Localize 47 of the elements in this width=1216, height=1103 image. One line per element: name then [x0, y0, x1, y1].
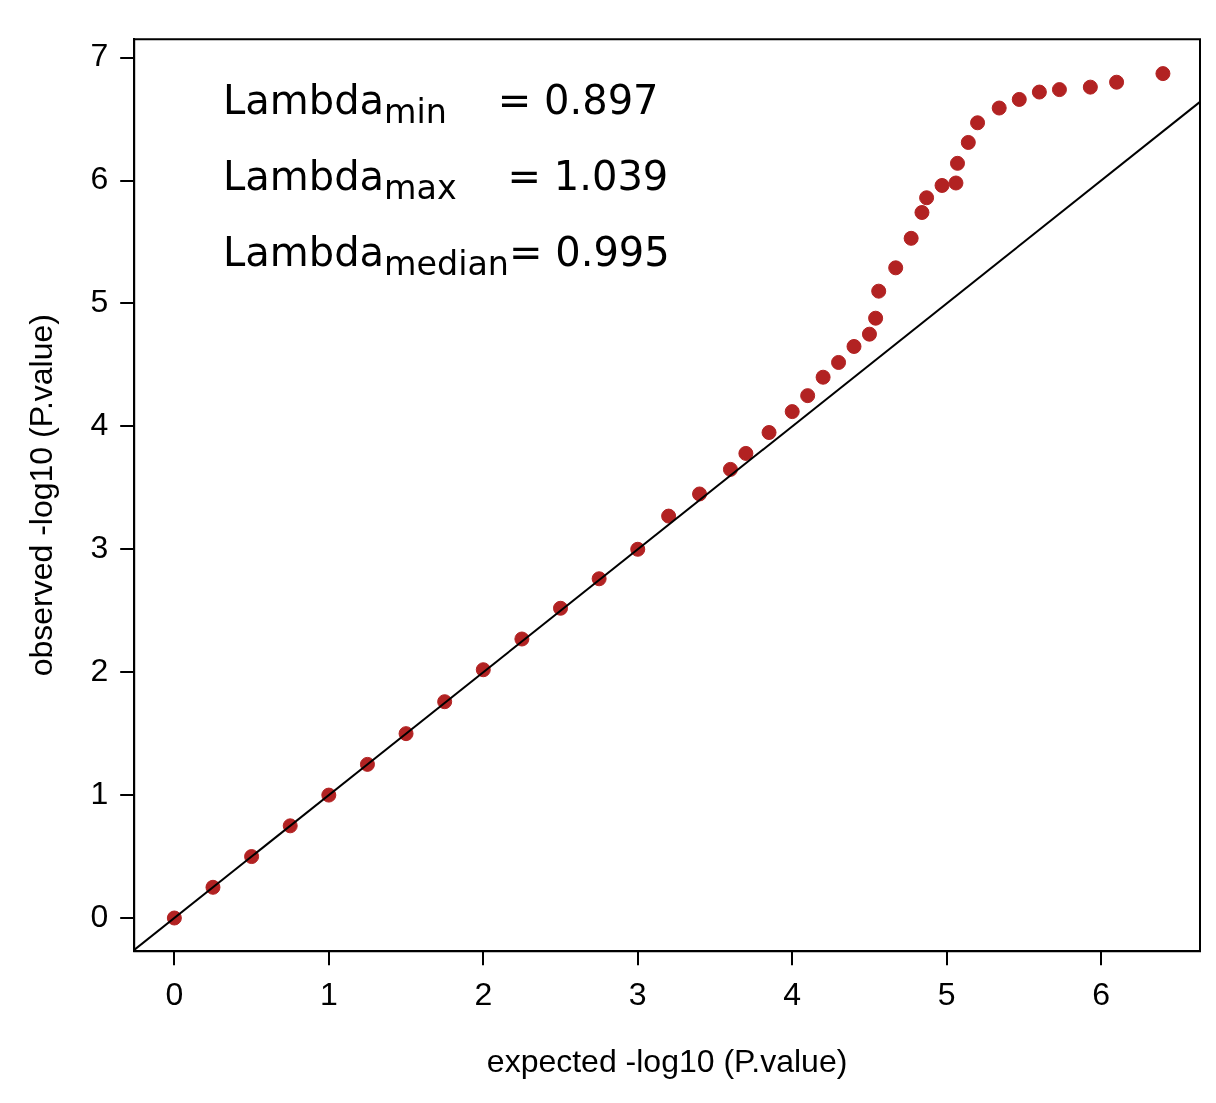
y-tick-label: 3 [90, 529, 109, 566]
point [949, 155, 965, 171]
y-tick-label: 7 [90, 37, 109, 74]
point [800, 388, 816, 404]
point [903, 230, 919, 246]
point [888, 260, 904, 276]
x-tick-label: 3 [628, 976, 647, 1013]
point [991, 100, 1007, 116]
point [1082, 79, 1098, 95]
text: Lambda$_{min}$ = 0.897 [223, 77, 659, 131]
point [815, 369, 831, 385]
point [1051, 82, 1067, 98]
point [761, 425, 777, 441]
point [1011, 91, 1027, 107]
point [661, 508, 677, 524]
point [784, 404, 800, 420]
point [846, 338, 862, 354]
point [1109, 74, 1125, 90]
y-axis-title: observed -log10 (P.value) [23, 314, 60, 677]
point [934, 177, 950, 193]
y-tick-label: 1 [90, 774, 109, 811]
point [948, 175, 964, 191]
x-tick-label: 4 [783, 976, 802, 1013]
x-tick-label: 5 [937, 976, 956, 1013]
point [861, 326, 877, 342]
point [738, 445, 754, 461]
point [871, 283, 887, 299]
x-tick-label: 6 [1092, 976, 1111, 1013]
point [914, 205, 930, 221]
y-tick-label: 0 [90, 897, 109, 934]
point [868, 310, 884, 326]
y-tick-label: 4 [90, 406, 109, 443]
point [1155, 66, 1171, 82]
text: Lambda$_{max}$ = 1.039 [223, 153, 669, 207]
y-tick-label: 6 [90, 160, 109, 197]
point [970, 115, 986, 131]
annotation: Lambda$_{median}$= 0.995 [223, 228, 670, 285]
y-tick-label: 5 [90, 283, 109, 320]
point [831, 354, 847, 370]
x-axis-title: expected -log10 (P.value) [486, 1042, 848, 1079]
x-tick-label: 0 [165, 976, 184, 1013]
y-tick-label: 2 [90, 652, 109, 689]
point [1031, 84, 1047, 100]
point [960, 134, 976, 150]
x-tick-label: 2 [474, 976, 493, 1013]
point [919, 190, 935, 206]
x-tick-label: 1 [319, 976, 338, 1013]
